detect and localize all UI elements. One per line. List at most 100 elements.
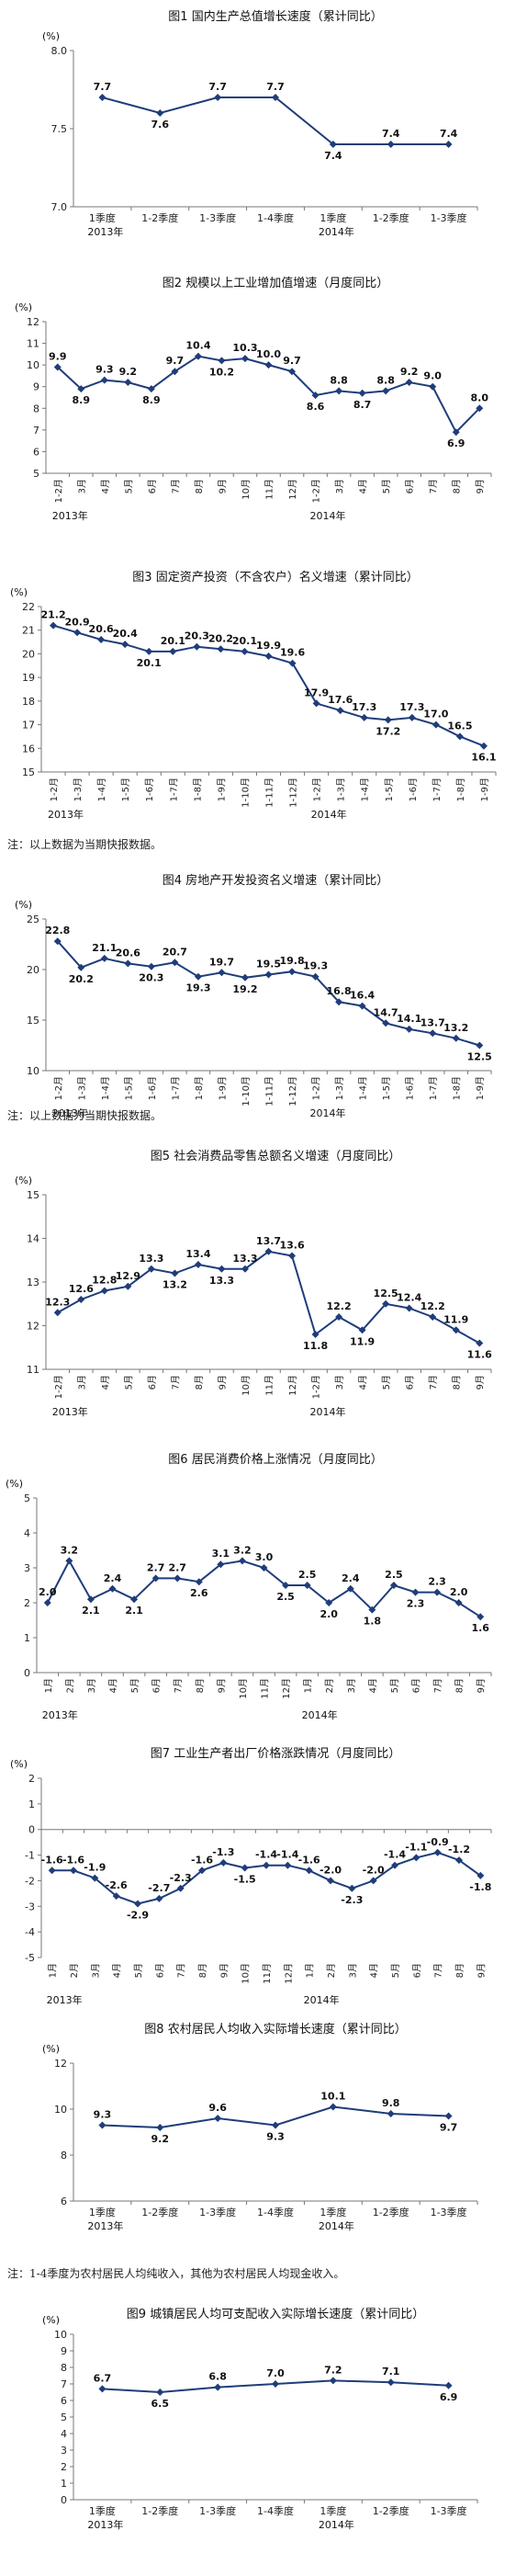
year-label: 2013年 xyxy=(52,1405,88,1418)
data-label: 2.1 xyxy=(82,1605,100,1617)
x-tick-label: 8月 xyxy=(194,479,205,494)
x-tick-label: 3月 xyxy=(334,479,345,494)
data-point xyxy=(193,642,201,651)
chart-real-estate-investment: 图4 房地产开发投资名义增速（累计同比） (%) 10 15 20 25 1-2月 1-3月 1… xyxy=(0,864,516,1140)
data-label: -1.6 xyxy=(298,1854,320,1866)
x-tick-label: 1-8月 xyxy=(452,1076,463,1100)
x-tick-label: 3月 xyxy=(90,1963,101,1978)
data-point xyxy=(77,963,85,971)
data-label: 20.6 xyxy=(116,947,140,959)
data-label: 7.0 xyxy=(266,2367,285,2379)
x-tick-label: 1-6月 xyxy=(408,777,419,801)
x-tick-label: 1-3季度 xyxy=(431,211,467,224)
data-label: 16.1 xyxy=(471,752,496,764)
y-unit-label: (%) xyxy=(42,2314,60,2326)
data-point xyxy=(155,1894,163,1902)
data-point xyxy=(411,1588,420,1596)
x-tick-label: 12月 xyxy=(281,1678,292,1699)
data-point xyxy=(124,379,132,386)
data-point xyxy=(53,937,62,946)
x-tick-label: 5月 xyxy=(390,1963,401,1978)
x-tick-label: 8月 xyxy=(454,1678,466,1693)
data-point xyxy=(433,1848,442,1856)
y-tick-label: 3 xyxy=(61,2445,67,2457)
data-point xyxy=(387,2110,395,2117)
data-point xyxy=(477,1613,485,1621)
data-point xyxy=(70,1867,77,1875)
data-point xyxy=(169,647,177,655)
year-label: 2014年 xyxy=(311,808,347,821)
x-tick-label: 2月 xyxy=(326,1963,337,1978)
data-point xyxy=(327,1877,334,1885)
data-label: 2.0 xyxy=(450,1586,468,1598)
data-point xyxy=(405,1025,413,1033)
x-tick-label: 2月 xyxy=(69,1963,80,1978)
data-label: 2.4 xyxy=(342,1572,360,1584)
y-unit-label: (%) xyxy=(15,1175,32,1186)
data-point xyxy=(100,954,108,962)
x-tick-label: 1-7月 xyxy=(432,777,443,801)
data-point xyxy=(312,699,320,708)
data-point xyxy=(452,428,460,437)
data-point xyxy=(124,1282,132,1290)
data-label: 12.3 xyxy=(45,1296,70,1308)
data-label: 20.3 xyxy=(185,630,209,642)
data-point xyxy=(43,1599,51,1606)
data-label: 9.3 xyxy=(94,2109,112,2121)
data-label: 2.5 xyxy=(298,1569,317,1581)
data-label: 8.9 xyxy=(73,394,91,406)
x-tick-label: 1-3季度 xyxy=(431,2504,467,2517)
year-label: 2013年 xyxy=(48,808,84,821)
data-point xyxy=(198,1867,206,1875)
data-label: 13.2 xyxy=(443,1022,468,1034)
data-label: 3.2 xyxy=(61,1544,79,1556)
x-tick-label: 9月 xyxy=(217,1375,228,1390)
data-point xyxy=(65,1557,73,1565)
data-label: 19.3 xyxy=(185,982,210,994)
x-tick-label: 9月 xyxy=(476,1678,487,1693)
x-tick-label: 1-10月 xyxy=(241,1076,252,1106)
data-point xyxy=(241,973,249,982)
data-label: 16.5 xyxy=(447,720,472,732)
data-point xyxy=(219,1858,228,1867)
data-label: 13.7 xyxy=(421,1016,445,1028)
x-tick-label: 1-6月 xyxy=(147,1076,158,1100)
data-point xyxy=(121,641,129,649)
x-tick-label: 9月 xyxy=(475,479,486,494)
x-tick-label: 6月 xyxy=(405,1375,416,1390)
year-label: 2014年 xyxy=(319,2219,354,2232)
y-tick-label: 14 xyxy=(27,1233,39,1245)
data-label: 7.7 xyxy=(266,81,285,93)
x-tick-label: 1月 xyxy=(43,1678,54,1693)
x-tick-label: 10月 xyxy=(241,1963,252,1984)
data-label: 11.9 xyxy=(443,1313,468,1325)
y-tick-label: 1 xyxy=(61,2478,67,2490)
x-tick-label: 12月 xyxy=(287,479,298,500)
x-tick-label: 10月 xyxy=(241,479,252,500)
data-label: 12.8 xyxy=(92,1275,117,1287)
chart-title: 图9 城镇居民人均可支配收入实际增长速度（累计同比） xyxy=(127,2307,424,2321)
data-label: 20.1 xyxy=(137,657,162,669)
chart3-note: 注：以上数据为当期快报数据。 xyxy=(7,838,163,851)
chart-cpi: 图6 居民消费价格上涨情况（月度同比） (%) 0 1 2 3 4 5 1月 2月 3月 4月 5月 6月… xyxy=(0,1443,516,1737)
y-tick-label: 6 xyxy=(61,2395,67,2407)
data-point xyxy=(358,389,366,397)
data-point xyxy=(455,732,464,741)
data-label: 9.7 xyxy=(440,2122,458,2134)
x-tick-label: 4月 xyxy=(367,1678,378,1693)
y-tick-label: 13 xyxy=(27,1277,39,1288)
x-tick-label: 1-9月 xyxy=(217,1076,228,1100)
y-tick-label: 10 xyxy=(27,1065,39,1077)
data-point xyxy=(50,621,58,630)
x-tick-label: 9月 xyxy=(217,479,228,494)
data-label: 19.2 xyxy=(232,983,257,995)
data-label: 19.6 xyxy=(280,647,305,659)
x-tick-label: 1-3季度 xyxy=(431,2206,467,2219)
data-label: 7.4 xyxy=(440,128,458,140)
data-point xyxy=(360,713,368,721)
x-tick-label: 1-12月 xyxy=(287,1076,298,1106)
chart-title: 图8 农村居民人均收入实际增长速度（累计同比） xyxy=(144,2022,406,2037)
data-label: 13.3 xyxy=(232,1253,257,1265)
y-tick-label: 15 xyxy=(27,1015,39,1027)
y-tick-label: -3 xyxy=(25,1901,35,1912)
